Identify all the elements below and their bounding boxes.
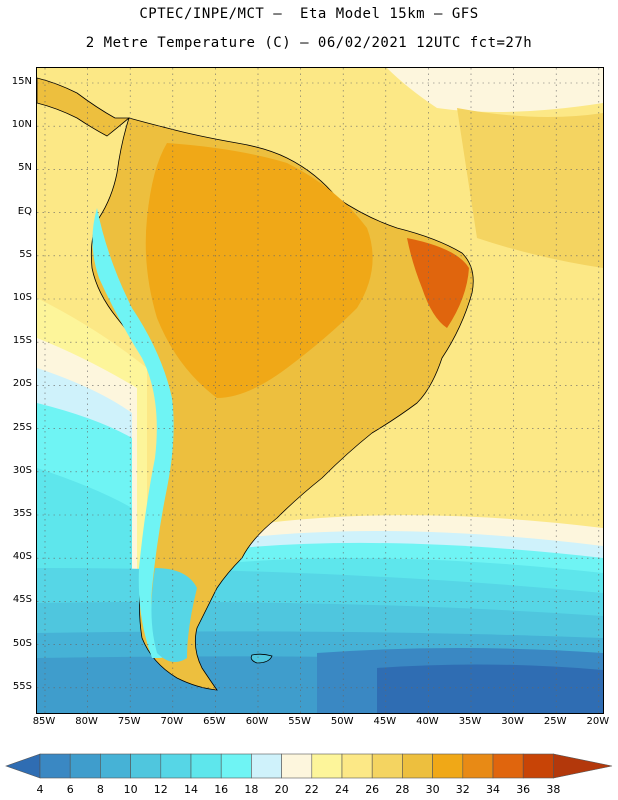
lat-label-15n: 15N <box>11 76 32 87</box>
lon-label-60w: 60W <box>245 716 269 727</box>
colorbar-label-26: 26 <box>365 783 380 796</box>
colorbar-label-24: 24 <box>335 783 349 796</box>
colorbar-swatch-17 <box>522 753 554 779</box>
band-4 <box>377 664 603 713</box>
lat-label-5n: 5N <box>18 162 32 174</box>
colorbar-label-36: 36 <box>516 783 531 796</box>
colorbar-swatch-10 <box>311 753 343 779</box>
lat-label-55s: 55S <box>12 680 32 692</box>
lat-label-5s: 5S <box>19 248 32 260</box>
ocean-band-28 <box>457 108 603 268</box>
lon-label-35w: 35W <box>458 716 482 727</box>
colorbar-swatch-13 <box>402 753 433 779</box>
map-panel <box>36 67 604 714</box>
colorbar-label-30: 30 <box>425 783 440 796</box>
colorbar-label-38: 38 <box>546 783 561 796</box>
lon-label-20w: 20W <box>586 716 610 727</box>
lon-label-70w: 70W <box>160 716 184 727</box>
falkland-islands <box>250 653 273 664</box>
colorbar-swatch-2 <box>69 753 101 779</box>
lat-label-30s: 30S <box>12 464 32 476</box>
lon-label-65w: 65W <box>203 716 226 727</box>
colorbar-label-10: 10 <box>123 783 138 796</box>
colorbar-swatch-12 <box>371 753 403 779</box>
chart-subtitle: 2 Metre Temperature (C) – 06/02/2021 12U… <box>85 35 533 51</box>
colorbar-swatch-6 <box>190 753 222 779</box>
colorbar-label-18: 18 <box>244 783 259 796</box>
lat-label-40s: 40S <box>12 551 32 563</box>
chart-title: CPTEC/INPE/MCT – Eta Model 15km – GFS <box>139 6 479 22</box>
colorbar-swatch-5 <box>160 753 192 779</box>
colorbar-label-12: 12 <box>153 783 168 796</box>
central-america-land <box>37 77 131 137</box>
lat-label-25s: 25S <box>12 421 32 433</box>
colorbar-label-32: 32 <box>455 783 470 796</box>
colorbar <box>5 753 613 779</box>
colorbar-high-arrow <box>553 753 613 779</box>
interior-hot-zone <box>145 143 373 398</box>
colorbar-swatch-7 <box>220 753 252 779</box>
colorbar-swatch-11 <box>341 753 373 779</box>
colorbar-label-34: 34 <box>486 783 500 796</box>
colorbar-label-22: 22 <box>304 783 319 796</box>
lon-label-55w: 55W <box>288 716 311 727</box>
lon-label-80w: 80W <box>75 716 98 727</box>
colorbar-swatches <box>5 753 613 779</box>
colorbar-label-4: 4 <box>36 783 44 796</box>
lon-label-25w: 25W <box>543 716 567 727</box>
lon-label-45w: 45W <box>373 716 397 727</box>
lat-label-35s: 35S <box>12 508 32 519</box>
colorbar-swatch-1 <box>39 753 71 779</box>
lat-label-15s: 15S <box>12 335 32 347</box>
colorbar-label-16: 16 <box>214 783 229 796</box>
colorbar-swatch-8 <box>251 753 282 779</box>
colorbar-label-20: 20 <box>274 783 289 796</box>
colorbar-label-6: 6 <box>66 783 74 796</box>
lon-label-50w: 50W <box>330 716 354 727</box>
lat-label-10n: 10N <box>11 119 32 131</box>
colorbar-label-8: 8 <box>96 783 104 796</box>
colorbar-swatch-3 <box>100 753 131 779</box>
northeast-hot-zone <box>407 238 469 328</box>
patagonia-cool <box>151 568 197 662</box>
colorbar-swatch-9 <box>281 753 313 779</box>
colorbar-low-arrow <box>5 753 41 779</box>
colorbar-swatch-16 <box>492 753 524 779</box>
lon-label-40w: 40W <box>416 716 439 727</box>
grid-lines <box>37 68 603 713</box>
temperature-map <box>37 68 603 713</box>
andes-cold-strip <box>92 208 174 658</box>
ocean-pale-region <box>387 68 603 112</box>
lat-label-eq: EQ <box>17 205 32 217</box>
lat-label-45s: 45S <box>12 594 32 606</box>
colorbar-swatch-4 <box>130 753 162 779</box>
lat-label-50s: 50S <box>12 637 32 649</box>
lon-label-75w: 75W <box>117 716 141 727</box>
colorbar-swatch-14 <box>432 753 464 779</box>
colorbar-label-28: 28 <box>395 783 410 796</box>
lat-label-20s: 20S <box>12 378 32 390</box>
colorbar-label-14: 14 <box>184 783 198 796</box>
colorbar-swatch-15 <box>462 753 494 779</box>
lat-label-10s: 10S <box>12 292 32 303</box>
lon-label-30w: 30W <box>501 716 524 727</box>
lon-label-85w: 85W <box>32 716 56 727</box>
